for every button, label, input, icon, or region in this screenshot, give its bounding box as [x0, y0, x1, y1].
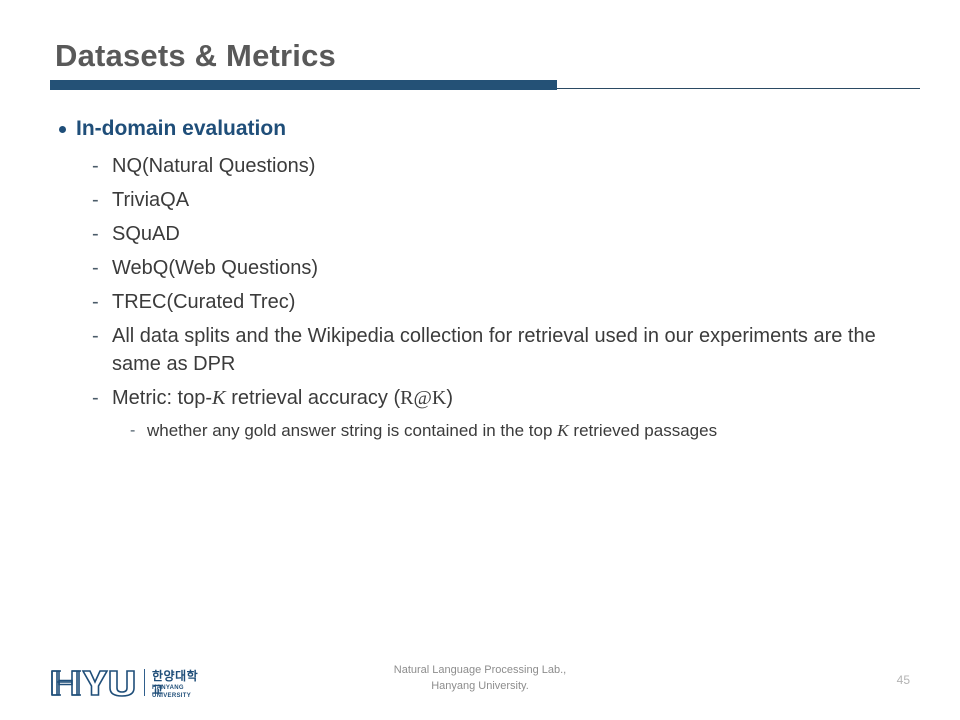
metric-detail-variable-k: K	[557, 421, 569, 440]
list-item: - SQuAD	[50, 220, 930, 248]
bullet-dot-icon	[59, 126, 66, 133]
dash-bullet-icon: -	[92, 325, 99, 347]
dash-bullet-icon: -	[92, 223, 99, 245]
dash-bullet-icon: -	[92, 189, 99, 211]
list-item: - TREC(Curated Trec)	[50, 288, 930, 316]
list-item: - NQ(Natural Questions)	[50, 152, 930, 180]
page-number: 45	[896, 673, 910, 687]
list-item-label: All data splits and the Wikipedia collec…	[112, 325, 876, 375]
list-item: - TriviaQA	[50, 186, 930, 214]
list-item-label: TREC(Curated Trec)	[112, 291, 296, 313]
list-item-metric: - Metric: top-K retrieval accuracy (R@K)	[50, 384, 930, 412]
list-item-label: NQ(Natural Questions)	[112, 155, 316, 177]
logo-divider	[144, 669, 145, 696]
footer-line-1: Natural Language Processing Lab.,	[393, 664, 567, 676]
logo-english-name: HANYANG UNIVERSITY	[152, 685, 192, 699]
list-item-label: WebQ(Web Questions)	[112, 257, 319, 279]
list-item-data-splits-note: - All data splits and the Wikipedia coll…	[50, 322, 930, 378]
metric-formula: R@K	[400, 387, 447, 409]
metric-prefix: Metric: top-	[112, 387, 213, 409]
slide-body: In-domain evaluation - NQ(Natural Questi…	[50, 114, 930, 443]
hyu-logo: 한양대학교 HANYANG UNIVERSITY	[50, 668, 200, 699]
footer-line-2: Hanyang University.	[431, 680, 529, 692]
list-item-label: TriviaQA	[112, 189, 190, 211]
section-heading-in-domain-evaluation: In-domain evaluation	[50, 114, 930, 144]
logo-korean-name: 한양대학교	[152, 669, 199, 697]
dash-bullet-icon: -	[130, 422, 136, 439]
title-underline-thick	[50, 80, 557, 90]
footer-lab-attribution: Natural Language Processing Lab., Hanyan…	[0, 662, 960, 694]
list-item-metric-detail: - whether any gold answer string is cont…	[50, 418, 930, 443]
dash-bullet-icon: -	[92, 257, 99, 279]
list-item: - WebQ(Web Questions)	[50, 254, 930, 282]
dash-bullet-icon: -	[92, 155, 99, 177]
metric-middle: retrieval accuracy (	[225, 387, 401, 409]
metric-detail-suffix: retrieved passages	[568, 421, 718, 440]
metric-suffix: )	[446, 387, 454, 409]
page-title: Datasets & Metrics	[55, 38, 336, 73]
list-item-label: SQuAD	[112, 223, 180, 245]
hyu-wordmark-icon	[51, 670, 135, 697]
dash-bullet-icon: -	[92, 387, 99, 409]
section-heading-label: In-domain evaluation	[76, 117, 287, 140]
metric-detail-prefix: whether any gold answer string is contai…	[147, 421, 558, 440]
metric-variable-k: K	[212, 387, 226, 409]
dash-bullet-icon: -	[92, 291, 99, 313]
